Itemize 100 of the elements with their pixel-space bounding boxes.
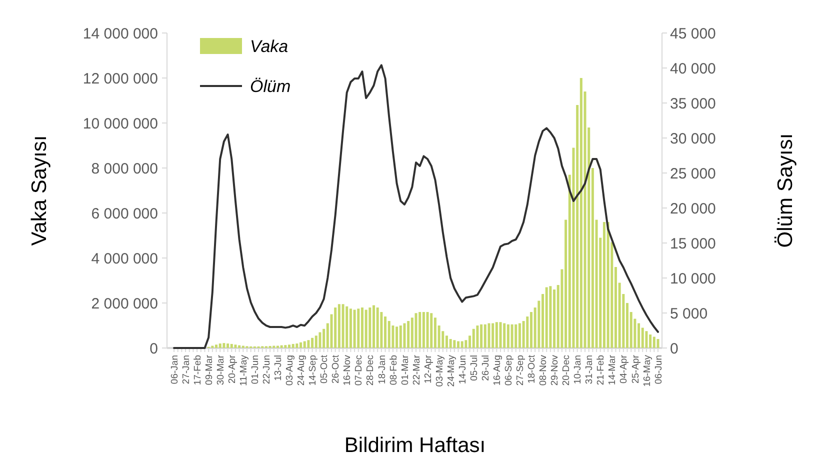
x-tick-label: 24-Aug (296, 355, 308, 386)
bar (234, 344, 237, 348)
y2-axis-title: Ölüm Sayısı (774, 133, 797, 248)
x-tick-label: 27-Jan (180, 355, 192, 384)
bar (218, 344, 222, 348)
bar (280, 345, 283, 348)
bar (288, 344, 290, 348)
bar (580, 78, 582, 348)
x-tick-label: 09-Mar (204, 355, 215, 386)
bar (476, 326, 479, 348)
x-tick-label: 16-Nov (342, 354, 354, 386)
x-tick-label: 31-Jan (584, 355, 596, 384)
y-tick-label: 6 000 000 (91, 205, 158, 222)
x-tick-label: 05-Oct (319, 354, 330, 384)
bar (638, 323, 640, 348)
bar (656, 339, 660, 348)
bar (495, 322, 498, 348)
bar (641, 328, 644, 348)
bar (453, 340, 456, 348)
x-tick-label: 22-Mar (411, 355, 422, 386)
bar (338, 304, 340, 348)
bar (514, 324, 518, 348)
x-tick-label: 25-Apr (630, 355, 642, 384)
x-tick-label: 27-Sep (515, 355, 526, 386)
x-tick-label: 14-Jun (457, 355, 468, 384)
x-tick-label: 10-Jan (572, 355, 584, 384)
x-tick-label: 08-Nov (538, 354, 550, 386)
x-tick-label: 01-Jun (250, 355, 262, 384)
bar (480, 324, 483, 348)
bar (518, 323, 521, 348)
x-tick-label: 20-Apr (226, 355, 238, 384)
bar (307, 340, 310, 348)
x-tick-label: 01-Mar (400, 355, 411, 386)
x-tick-label: 17-Feb (192, 355, 204, 386)
bar (360, 308, 364, 348)
bar (353, 310, 356, 348)
x-axis-title: Bildirim Haftası (344, 434, 486, 457)
y2-tick-label: 10 000 (670, 270, 716, 288)
bar (460, 341, 464, 348)
bar (396, 326, 398, 348)
x-tick-label: 03-Aug (284, 355, 296, 386)
bar (472, 328, 475, 348)
x-tick-label: 06-Jan (169, 355, 180, 384)
x-tick-label: 18-Oct (526, 354, 538, 384)
bar (399, 326, 402, 348)
bar (499, 322, 502, 348)
x-tick-label: 29-Nov (550, 354, 561, 386)
bar (506, 324, 510, 348)
bar (296, 344, 298, 348)
bar (349, 308, 352, 348)
bar (457, 341, 460, 348)
y-tick-label: 4 000 000 (91, 250, 158, 268)
bar (238, 345, 241, 348)
x-tick-label: 06-Sep (504, 355, 515, 386)
legend-label: Ölüm (250, 76, 291, 96)
x-tick-label: 06-Jun (653, 355, 664, 384)
bar (606, 222, 610, 348)
bar (334, 308, 337, 348)
bar (357, 308, 360, 348)
y-tick-label: 0 (150, 340, 158, 358)
bar (549, 286, 552, 348)
y-axis-title: Vaka Sayısı (28, 135, 51, 246)
y-tick-label: 2 000 000 (91, 295, 158, 312)
bar (488, 323, 490, 348)
bar (503, 323, 506, 348)
x-tick-label: 30-Mar (215, 355, 226, 386)
bar (292, 344, 294, 348)
bar (314, 336, 318, 348)
x-tick-label: 12-Apr (422, 355, 434, 384)
x-tick-label: 11-May (238, 354, 250, 386)
bar (430, 313, 433, 348)
bar (346, 306, 348, 348)
x-tick-label: 21-Feb (596, 355, 607, 386)
bar (284, 345, 287, 348)
x-tick-label: 24-May (446, 354, 457, 387)
y2-tick-label: 30 000 (670, 130, 716, 148)
y-tick-label: 8 000 000 (91, 160, 158, 178)
y2-tick-label: 40 000 (670, 60, 716, 78)
bar (376, 308, 379, 348)
bar (311, 338, 314, 348)
bar (426, 312, 429, 348)
bar (226, 344, 230, 348)
x-tick-label: 04-Apr (618, 355, 630, 384)
x-tick-label: 03-May (434, 354, 446, 387)
bar (602, 222, 606, 348)
bar (368, 308, 372, 348)
bar (318, 332, 322, 348)
bar (364, 310, 368, 348)
bar (449, 339, 452, 348)
bar (372, 305, 375, 348)
y-tick-label: 14 000 000 (82, 25, 158, 42)
bar (418, 312, 422, 348)
y2-tick-label: 20 000 (670, 200, 716, 218)
y2-tick-label: 25 000 (670, 165, 716, 182)
legend-label: Vaka (250, 36, 288, 56)
x-tick-label: 18-Jan (376, 355, 388, 384)
x-tick-label: 28-Dec (365, 354, 376, 386)
bar (303, 341, 306, 348)
bar (215, 344, 218, 348)
bar (649, 334, 652, 348)
